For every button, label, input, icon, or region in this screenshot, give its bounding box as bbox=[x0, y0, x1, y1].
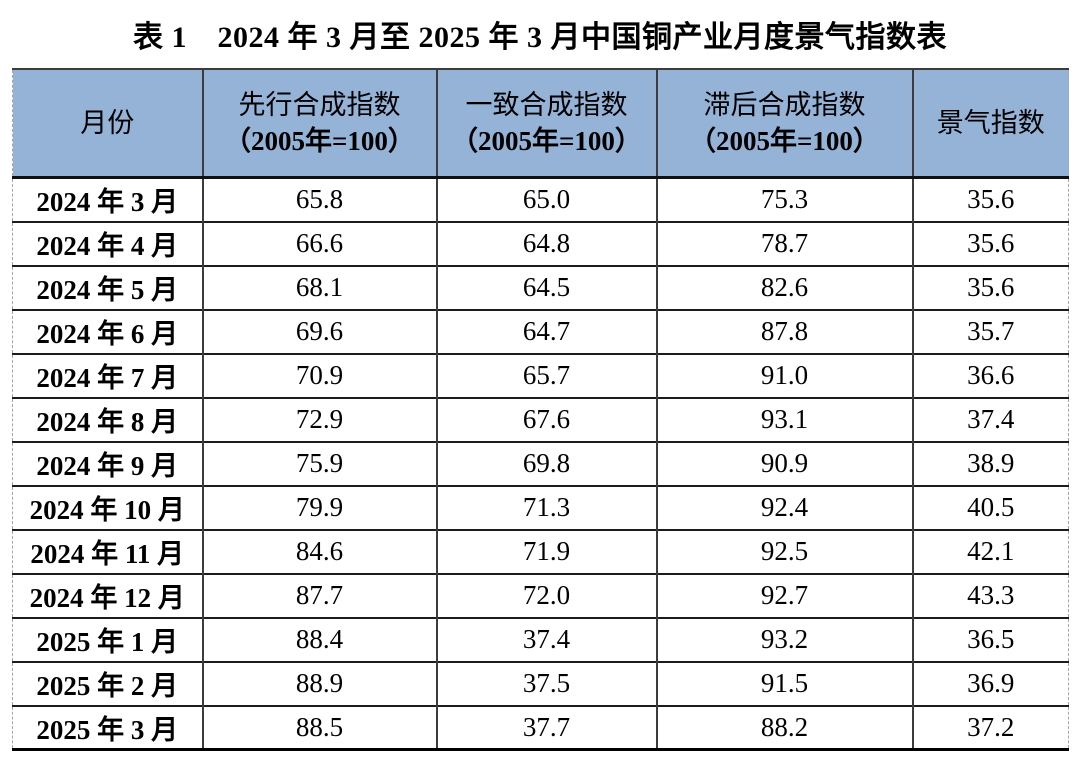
cell-lagging: 75.3 bbox=[655, 177, 913, 222]
cell-coincident: 64.8 bbox=[435, 220, 657, 266]
cell-coincident: 71.3 bbox=[435, 484, 657, 530]
cell-leading: 70.9 bbox=[201, 352, 437, 398]
table-row: 2024 年 12 月 87.7 72.0 92.7 43.3 bbox=[12, 572, 1069, 618]
cell-lagging: 78.7 bbox=[655, 220, 913, 266]
table-row: 2024 年 6 月 69.6 64.7 87.8 35.7 bbox=[12, 308, 1069, 354]
row-month: 2025 年 3 月 bbox=[12, 704, 203, 750]
cell-lagging: 88.2 bbox=[655, 704, 913, 750]
col-header-month: 月份 bbox=[12, 69, 203, 179]
cell-lagging: 92.5 bbox=[655, 528, 913, 574]
cell-lagging: 91.0 bbox=[655, 352, 913, 398]
cell-coincident: 37.7 bbox=[435, 704, 657, 750]
cell-lagging: 93.2 bbox=[655, 616, 913, 662]
row-month: 2024 年 12 月 bbox=[12, 572, 203, 618]
cell-prosperity: 37.4 bbox=[911, 396, 1069, 442]
table-row: 2025 年 3 月 88.5 37.7 88.2 37.2 bbox=[12, 704, 1069, 750]
cell-coincident: 64.7 bbox=[435, 308, 657, 354]
col-header-coincident: 一致合成指数 （2005年=100） bbox=[435, 69, 657, 179]
row-month: 2025 年 1 月 bbox=[12, 616, 203, 662]
table-title: 表 1 2024 年 3 月至 2025 年 3 月中国铜产业月度景气指数表 bbox=[133, 21, 947, 54]
table-row: 2024 年 10 月 79.9 71.3 92.4 40.5 bbox=[12, 484, 1069, 530]
cell-coincident: 37.4 bbox=[435, 616, 657, 662]
cell-lagging: 92.4 bbox=[655, 484, 913, 530]
cell-prosperity: 35.7 bbox=[911, 308, 1069, 354]
table-row: 2025 年 1 月 88.4 37.4 93.2 36.5 bbox=[12, 616, 1069, 662]
cell-prosperity: 40.5 bbox=[911, 484, 1069, 530]
cell-lagging: 92.7 bbox=[655, 572, 913, 618]
col-header-leading-label: 先行合成指数 bbox=[238, 89, 401, 120]
cell-leading: 84.6 bbox=[201, 528, 437, 574]
col-header-coincident-label: 一致合成指数 bbox=[465, 89, 628, 120]
cell-prosperity: 35.6 bbox=[911, 220, 1069, 266]
cell-leading: 88.4 bbox=[201, 616, 437, 662]
cell-lagging: 82.6 bbox=[655, 264, 913, 310]
cell-leading: 68.1 bbox=[201, 264, 437, 310]
row-month: 2024 年 9 月 bbox=[12, 440, 203, 486]
table-row: 2024 年 8 月 72.9 67.6 93.1 37.4 bbox=[12, 396, 1069, 442]
cell-lagging: 87.8 bbox=[655, 308, 913, 354]
cell-coincident: 69.8 bbox=[435, 440, 657, 486]
cell-lagging: 90.9 bbox=[655, 440, 913, 486]
cell-leading: 75.9 bbox=[201, 440, 437, 486]
cell-coincident: 65.0 bbox=[435, 177, 657, 222]
cell-prosperity: 42.1 bbox=[911, 528, 1069, 574]
table-row: 2024 年 11 月 84.6 71.9 92.5 42.1 bbox=[12, 528, 1069, 574]
col-header-lagging: 滞后合成指数 （2005年=100） bbox=[655, 69, 913, 179]
cell-prosperity: 43.3 bbox=[911, 572, 1069, 618]
col-header-leading-base: （2005年=100） bbox=[224, 126, 415, 156]
cell-prosperity: 38.9 bbox=[911, 440, 1069, 486]
cell-leading: 79.9 bbox=[201, 484, 437, 530]
cell-leading: 88.9 bbox=[201, 660, 437, 706]
cell-prosperity: 36.6 bbox=[911, 352, 1069, 398]
table-body: 2024 年 3 月 65.8 65.0 75.3 35.6 2024 年 4 … bbox=[12, 177, 1069, 750]
cell-leading: 66.6 bbox=[201, 220, 437, 266]
col-header-month-label: 月份 bbox=[80, 107, 135, 138]
cell-leading: 69.6 bbox=[201, 308, 437, 354]
col-header-coincident-base: （2005年=100） bbox=[451, 126, 642, 156]
cell-prosperity: 36.9 bbox=[911, 660, 1069, 706]
cell-coincident: 72.0 bbox=[435, 572, 657, 618]
row-month: 2024 年 8 月 bbox=[12, 396, 203, 442]
row-month: 2024 年 4 月 bbox=[12, 220, 203, 266]
cell-lagging: 91.5 bbox=[655, 660, 913, 706]
cell-coincident: 65.7 bbox=[435, 352, 657, 398]
col-header-prosperity: 景气指数 bbox=[911, 69, 1069, 179]
header-row: 月份 先行合成指数 （2005年=100） 一致合成指数 （2005年=100）… bbox=[12, 69, 1069, 179]
col-header-prosperity-label: 景气指数 bbox=[936, 107, 1045, 138]
row-month: 2024 年 3 月 bbox=[36, 187, 179, 218]
cell-coincident: 71.9 bbox=[435, 528, 657, 574]
table-row: 2024 年 3 月 65.8 65.0 75.3 35.6 bbox=[13, 177, 1069, 222]
table-row: 2024 年 5 月 68.1 64.5 82.6 35.6 bbox=[12, 264, 1069, 310]
prosperity-index-table: 月份 先行合成指数 （2005年=100） 一致合成指数 （2005年=100）… bbox=[12, 68, 1069, 751]
cell-prosperity: 35.6 bbox=[911, 264, 1069, 310]
cell-leading: 87.7 bbox=[201, 572, 437, 618]
col-header-lagging-label: 滞后合成指数 bbox=[703, 89, 866, 120]
cell-prosperity: 36.5 bbox=[911, 616, 1069, 662]
table-row: 2024 年 7 月 70.9 65.7 91.0 36.6 bbox=[12, 352, 1069, 398]
row-month: 2024 年 5 月 bbox=[12, 264, 203, 310]
table-row: 2024 年 4 月 66.6 64.8 78.7 35.6 bbox=[12, 220, 1069, 266]
cell-leading: 65.8 bbox=[201, 177, 437, 222]
table-row: 2025 年 2 月 88.9 37.5 91.5 36.9 bbox=[12, 660, 1069, 706]
cell-lagging: 93.1 bbox=[655, 396, 913, 442]
table-row: 2024 年 9 月 75.9 69.8 90.9 38.9 bbox=[12, 440, 1069, 486]
row-month: 2024 年 6 月 bbox=[12, 308, 203, 354]
cell-prosperity: 35.6 bbox=[911, 177, 1069, 222]
row-month: 2024 年 7 月 bbox=[12, 352, 203, 398]
cell-coincident: 67.6 bbox=[435, 396, 657, 442]
cell-prosperity: 37.2 bbox=[911, 704, 1069, 750]
cell-leading: 72.9 bbox=[201, 396, 437, 442]
row-month: 2024 年 10 月 bbox=[12, 484, 203, 530]
table-header: 月份 先行合成指数 （2005年=100） 一致合成指数 （2005年=100）… bbox=[12, 69, 1069, 179]
cell-coincident: 37.5 bbox=[435, 660, 657, 706]
cell-coincident: 64.5 bbox=[435, 264, 657, 310]
row-month: 2024 年 11 月 bbox=[12, 528, 203, 574]
cell-leading: 88.5 bbox=[201, 704, 437, 750]
col-header-leading: 先行合成指数 （2005年=100） bbox=[201, 69, 437, 179]
row-month: 2025 年 2 月 bbox=[12, 660, 203, 706]
col-header-lagging-base: （2005年=100） bbox=[689, 126, 880, 156]
